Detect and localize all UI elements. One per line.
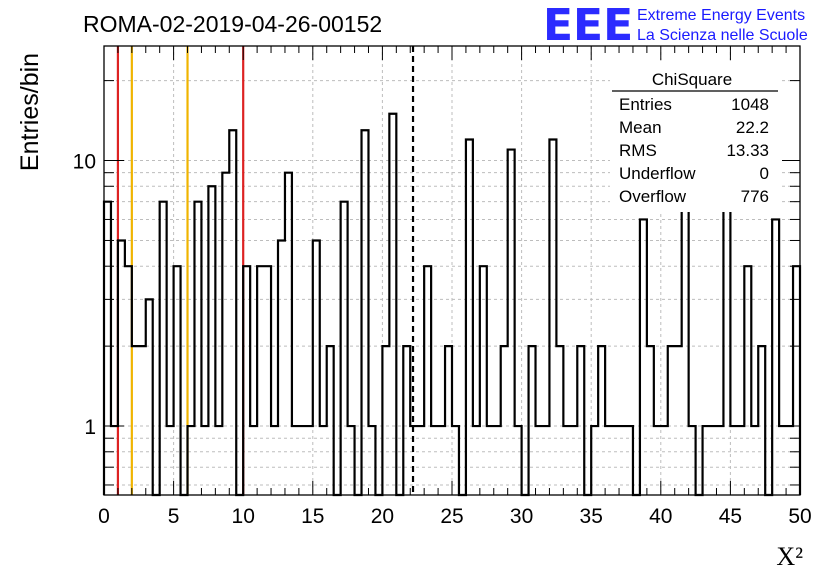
- x-axis-label: X²: [776, 542, 803, 571]
- y-tick-label: 10: [73, 151, 96, 174]
- stats-label-underflow: Underflow: [619, 164, 696, 183]
- x-tick-label: 5: [168, 505, 180, 528]
- axis-ticks: [103, 46, 801, 495]
- x-tick-label: 45: [719, 505, 742, 528]
- y-axis-label: Entries/bin: [16, 53, 44, 171]
- x-tick-label: 40: [649, 505, 672, 528]
- stats-value-entries: 1048: [731, 95, 769, 114]
- x-tick-label: 30: [510, 505, 533, 528]
- stats-label-overflow: Overflow: [619, 187, 687, 206]
- x-tick-label: 35: [580, 505, 603, 528]
- x-tick-label: 25: [440, 505, 463, 528]
- stats-label-mean: Mean: [619, 118, 662, 137]
- stats-label-rms: RMS: [619, 141, 657, 160]
- x-tick-label: 15: [301, 505, 324, 528]
- stats-title: ChiSquare: [652, 70, 732, 89]
- logo-line-2: La Scienza nelle Scuole: [637, 27, 808, 44]
- x-tick-labels: 0 5 10 15 20 25 30 35 40 45 50: [98, 505, 812, 528]
- stats-box-background: [610, 64, 782, 212]
- x-tick-label: 20: [371, 505, 394, 528]
- stats-label-entries: Entries: [619, 95, 672, 114]
- x-tick-label: 0: [98, 505, 110, 528]
- stats-value-rms: 13.33: [726, 141, 769, 160]
- y-tick-label: 1: [84, 416, 96, 439]
- stats-value-underflow: 0: [760, 164, 769, 183]
- stats-box: ChiSquare Entries 1048 Mean 22.2 RMS 13.…: [610, 64, 782, 212]
- eee-logo: EEE Extreme Energy Events La Scienza nel…: [543, 0, 808, 51]
- stats-value-overflow: 776: [741, 187, 769, 206]
- logo-line-1: Extreme Energy Events: [637, 7, 805, 24]
- y-tick-labels: 1 10: [73, 151, 96, 440]
- x-tick-label: 10: [232, 505, 255, 528]
- logo-mark: EEE: [543, 0, 633, 51]
- x-tick-label: 50: [788, 505, 811, 528]
- run-title: ROMA-02-2019-04-26-00152: [83, 11, 382, 37]
- histogram-outline: [102, 112, 802, 497]
- stats-value-mean: 22.2: [736, 118, 769, 137]
